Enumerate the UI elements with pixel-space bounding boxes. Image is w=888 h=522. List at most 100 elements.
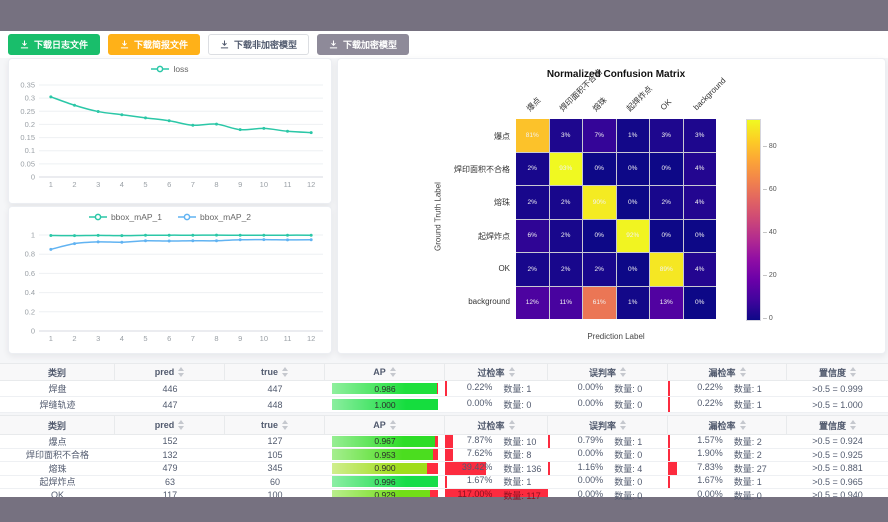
rate-cell: 0.79% 数量: 1	[548, 435, 668, 448]
sort-caret[interactable]	[389, 420, 396, 430]
column-header-7[interactable]: 置信度	[787, 363, 888, 381]
cm-cell: 6%	[516, 219, 549, 252]
sort-caret[interactable]	[508, 420, 515, 430]
rate-cell: 0.00% 数量: 0	[466, 398, 532, 410]
cm-row-label: 起焊炸点	[478, 231, 510, 241]
cm-colorbar-tick: 20	[763, 272, 777, 279]
download-log-button[interactable]: 下载日志文件	[8, 34, 101, 55]
column-header-3[interactable]: AP	[325, 415, 445, 435]
cm-cell: 0%	[583, 152, 616, 185]
cm-colorbar-tick: 0	[763, 315, 773, 322]
column-header-1[interactable]: pred	[115, 363, 225, 381]
cm-cell: 2%	[516, 152, 549, 185]
table-row: 爆点 152 127 0.967 7.87% 数量: 10 0.79% 数量: 1 1.57% 数…	[0, 435, 888, 449]
sort-caret[interactable]	[620, 367, 626, 377]
cell-pred: 152	[162, 436, 178, 447]
svg-text:0.25: 0.25	[20, 107, 35, 116]
cell-ap: 0.996	[325, 476, 445, 489]
sort-caret[interactable]	[739, 420, 746, 430]
cm-colorbar-tick: 80	[763, 143, 777, 150]
cell-true: 127	[267, 436, 283, 447]
svg-text:2: 2	[72, 334, 76, 343]
cm-col-label: 爆点	[524, 95, 543, 114]
column-header-1[interactable]: pred	[115, 415, 225, 435]
column-header-5[interactable]: 误判率	[548, 415, 668, 435]
svg-text:8: 8	[214, 180, 218, 189]
cm-colorbar-tick: 60	[763, 186, 777, 193]
cell-category: 起焊炸点	[39, 477, 76, 488]
column-header-4[interactable]: 过检率	[445, 363, 548, 381]
column-header-2[interactable]: true	[225, 415, 325, 435]
cell-category: 焊盘	[48, 384, 67, 394]
svg-text:0.6: 0.6	[25, 269, 35, 278]
loss-chart-card: loss 0 0.05 0.1 0.15 0.2 0.25 0.3 0.35 1 2 3 4 5 6 7 8 9…	[8, 58, 332, 204]
sort-caret[interactable]	[282, 420, 288, 430]
column-header-4[interactable]: 过检率	[445, 415, 548, 435]
cm-cell: 89%	[650, 253, 683, 286]
svg-text:1: 1	[49, 334, 53, 343]
svg-text:7: 7	[191, 334, 195, 343]
svg-text:10: 10	[260, 180, 268, 189]
cm-row-label: 焊印面积不合格	[454, 165, 510, 174]
column-header-5[interactable]: 误判率	[548, 363, 668, 381]
legend-item-loss[interactable]: loss	[151, 64, 189, 74]
download-encrypted-model-button[interactable]: 下载加密模型	[317, 34, 410, 55]
column-header-6[interactable]: 漏检率	[668, 415, 787, 435]
cm-cell: 1%	[616, 119, 649, 152]
sort-caret[interactable]	[850, 420, 856, 430]
sort-caret[interactable]	[739, 367, 746, 377]
cm-cell: 3%	[683, 119, 716, 152]
sort-caret[interactable]	[282, 367, 288, 377]
cm-cell: 0%	[616, 186, 649, 219]
svg-text:6: 6	[167, 334, 171, 343]
cm-cell: 2%	[516, 253, 549, 286]
svg-text:5: 5	[143, 334, 147, 343]
sort-caret[interactable]	[389, 367, 396, 377]
download-icon	[329, 40, 338, 49]
svg-text:1: 1	[31, 231, 35, 240]
cm-row-label: 爆点	[494, 131, 510, 141]
cell-pred: 117	[162, 490, 178, 501]
column-header-3[interactable]: AP	[325, 363, 445, 381]
cm-cell: 2%	[516, 186, 549, 219]
table-row: 焊印面积不合格 132 105 0.953 7.62% 数量: 8 0.00% 数量: 0 1.…	[0, 448, 888, 462]
cm-cell: 0%	[683, 286, 716, 319]
legend-item-bbox_mAP_2[interactable]: bbox_mAP_2	[178, 212, 251, 222]
cell-true: 60	[269, 476, 280, 487]
cm-col-label: OK	[658, 97, 674, 112]
sort-caret[interactable]	[178, 367, 185, 377]
map-chart-card: bbox_mAP_1 bbox_mAP_2 0 0.2 0.4 0.6 0.8 1 1 2 3 4 5…	[8, 206, 332, 354]
svg-text:12: 12	[307, 180, 315, 189]
cm-cell: 2%	[549, 253, 582, 286]
cm-cell: 81%	[516, 119, 549, 152]
cell-pred: 446	[162, 383, 178, 394]
cm-cell: 4%	[683, 253, 716, 286]
download-report-button[interactable]: 下载简报文件	[108, 34, 201, 55]
sort-caret[interactable]	[620, 420, 626, 430]
rate-cell: 39.42% 数量: 136	[445, 462, 548, 475]
cm-cell: 11%	[549, 286, 582, 319]
sort-caret[interactable]	[850, 367, 856, 377]
cell-ap: 0.967	[325, 435, 445, 448]
cm-cell: 0%	[583, 219, 616, 252]
cell-category: 焊缝轨迹	[39, 400, 76, 410]
column-header-7[interactable]: 置信度	[787, 415, 888, 435]
column-header-2[interactable]: true	[225, 363, 325, 381]
confusion-matrix-grid: 81% 3% 7% 1% 3% 3% 2% 93% 0% 0% 0% 4% 2% 2% 90% 0% 2% 4% 6…	[516, 119, 716, 319]
cm-cell: 3%	[650, 119, 683, 152]
cm-cell: 4%	[683, 152, 716, 185]
sort-caret[interactable]	[178, 420, 185, 430]
class-table: 类别 pred true AP 过检率 误判率 漏检率 置信度 爆点 152 127 0.967 7.8…	[0, 415, 888, 503]
cell-confidence: >0.5 = 0.925	[812, 449, 863, 460]
cm-cell: 7%	[583, 119, 616, 152]
svg-text:0.2: 0.2	[25, 307, 35, 316]
column-header-6[interactable]: 漏检率	[668, 363, 787, 381]
cm-col-label: 熔珠	[591, 95, 609, 114]
rate-cell: 7.62% 数量: 8	[445, 448, 548, 461]
summary-table: 类别 pred true AP 过检率 误判率 漏检率 置信度 焊盘 446 447 0.986 0.2…	[0, 363, 888, 413]
legend-item-bbox_mAP_1[interactable]: bbox_mAP_1	[88, 212, 162, 222]
cell-category: 焊印面积不合格	[25, 450, 89, 461]
download-icon	[120, 40, 129, 49]
download-plain-model-button[interactable]: 下载非加密模型	[208, 34, 310, 55]
sort-caret[interactable]	[508, 367, 515, 377]
